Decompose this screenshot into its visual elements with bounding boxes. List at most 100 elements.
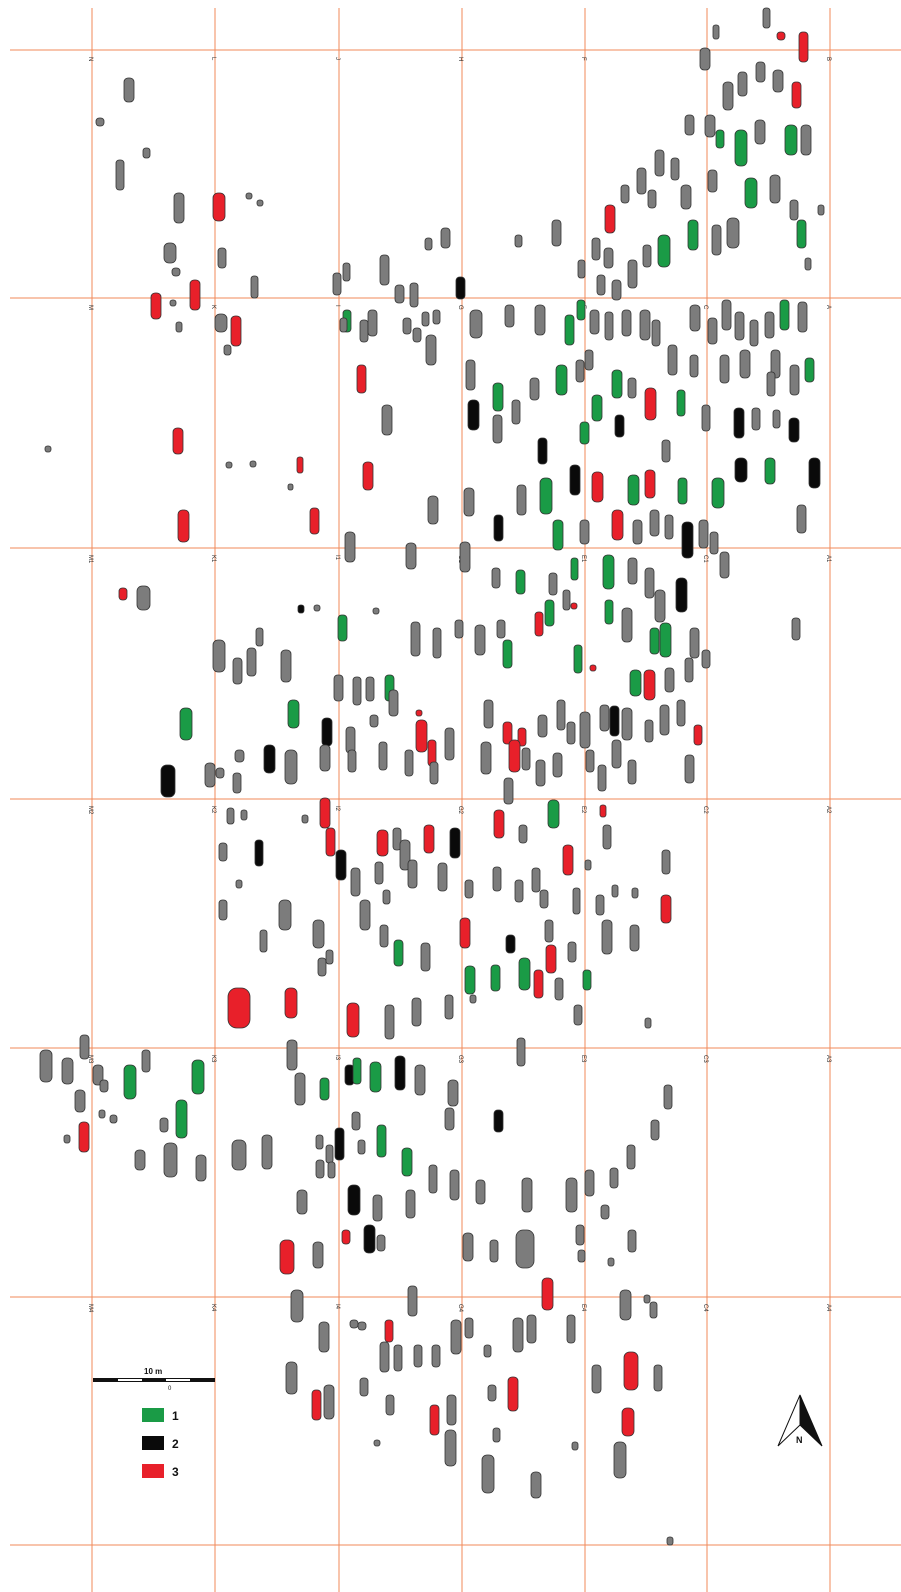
grid-cell-label: C2: [702, 806, 708, 814]
grave-other: [571, 1441, 579, 1451]
grave-other: [420, 942, 431, 972]
grave-other: [115, 159, 125, 191]
grave-type-3: [189, 279, 201, 311]
grid-cell-label: I3: [334, 1055, 340, 1061]
grave-other: [514, 234, 523, 248]
grave-other: [770, 349, 781, 379]
grave-other: [751, 407, 761, 431]
grave-other: [444, 994, 454, 1020]
grave-other: [98, 1109, 106, 1119]
grave-other: [285, 1361, 298, 1395]
grave-other: [684, 114, 695, 136]
grave-type-3: [621, 1407, 635, 1437]
grid-cell-label: E3: [580, 1055, 586, 1063]
grave-other: [159, 1117, 169, 1133]
grave-other: [644, 567, 655, 599]
grave-other: [719, 551, 730, 579]
grid-cell-label: E4: [580, 1304, 586, 1312]
grave-other: [402, 317, 412, 335]
grave-other: [595, 894, 605, 916]
grave-other: [670, 157, 680, 181]
grave-other: [597, 764, 607, 792]
grave-type-3: [319, 797, 331, 829]
grave-other: [596, 274, 606, 296]
grave-type-3: [493, 809, 505, 839]
grave-other: [480, 741, 492, 775]
grave-other: [684, 657, 694, 683]
grid-cell-label: M3: [87, 1055, 93, 1064]
grave-other: [440, 227, 451, 249]
grave-other: [654, 149, 665, 177]
grave-other: [680, 184, 692, 210]
grave-type-1: [191, 1059, 205, 1095]
grave-type-2: [455, 276, 466, 300]
grave-other: [349, 1319, 359, 1329]
grave-type-3: [362, 461, 374, 491]
grid-cell-label: N: [87, 57, 93, 61]
grave-other: [611, 739, 622, 769]
grave-other: [469, 994, 477, 1004]
grave-other: [721, 299, 732, 331]
grid-cell-label: G3: [457, 1055, 463, 1064]
grave-other: [374, 861, 384, 885]
grave-other: [762, 7, 771, 29]
grave-type-1: [179, 707, 193, 741]
grid-cell-label: H: [457, 57, 463, 61]
grave-other: [61, 1057, 74, 1085]
grave-other: [591, 237, 601, 261]
grave-other: [575, 1224, 585, 1246]
grave-other: [632, 519, 643, 545]
grave-type-3: [517, 727, 527, 747]
grid-cell-label: I: [334, 305, 340, 307]
grave-other: [492, 1427, 501, 1443]
grave-other: [516, 484, 527, 516]
grave-other: [345, 726, 356, 754]
grave-type-1: [175, 1099, 188, 1139]
grave-other: [240, 809, 248, 821]
grid-cell-label: M: [87, 305, 93, 310]
grave-other: [511, 399, 521, 425]
grave-type-2: [505, 934, 516, 954]
grave-other: [667, 344, 678, 376]
grave-other: [531, 867, 541, 893]
grave-other: [163, 242, 177, 264]
grave-other: [483, 699, 494, 729]
grave-other: [797, 301, 808, 333]
grave-other: [663, 1084, 673, 1110]
grave-other: [261, 1134, 273, 1170]
grave-other: [318, 1321, 330, 1353]
grave-type-2: [335, 849, 347, 881]
grave-type-3: [309, 507, 320, 535]
grave-other: [372, 1194, 383, 1222]
grave-other: [613, 1441, 627, 1479]
grave-type-1: [555, 364, 568, 396]
grave-other: [642, 244, 652, 268]
grave-other: [644, 719, 654, 743]
grave-type-1: [602, 554, 615, 590]
grave-other: [699, 47, 711, 71]
grave-other: [347, 749, 357, 773]
grave-other: [629, 924, 640, 952]
grave-other: [515, 1229, 535, 1269]
grave-type-3: [589, 664, 597, 672]
grave-other: [290, 1289, 304, 1323]
grave-type-1: [492, 382, 504, 412]
grave-other: [325, 1144, 334, 1164]
grave-type-2: [808, 457, 821, 489]
grave-type-1: [123, 1064, 137, 1100]
grave-other: [734, 311, 745, 341]
grave-other: [399, 839, 411, 871]
grave-type-3: [325, 827, 336, 857]
grave-type-3: [227, 987, 251, 1029]
grave-other: [621, 607, 633, 643]
grave-other: [817, 204, 825, 216]
grid-cell-label: K3: [210, 1055, 216, 1063]
grave-other: [463, 487, 475, 517]
grave-other: [611, 279, 622, 301]
grave-other: [359, 899, 371, 931]
grave-type-3: [562, 844, 574, 876]
grave-other: [410, 621, 421, 657]
grave-other: [554, 977, 564, 1001]
grave-other: [359, 1377, 369, 1397]
